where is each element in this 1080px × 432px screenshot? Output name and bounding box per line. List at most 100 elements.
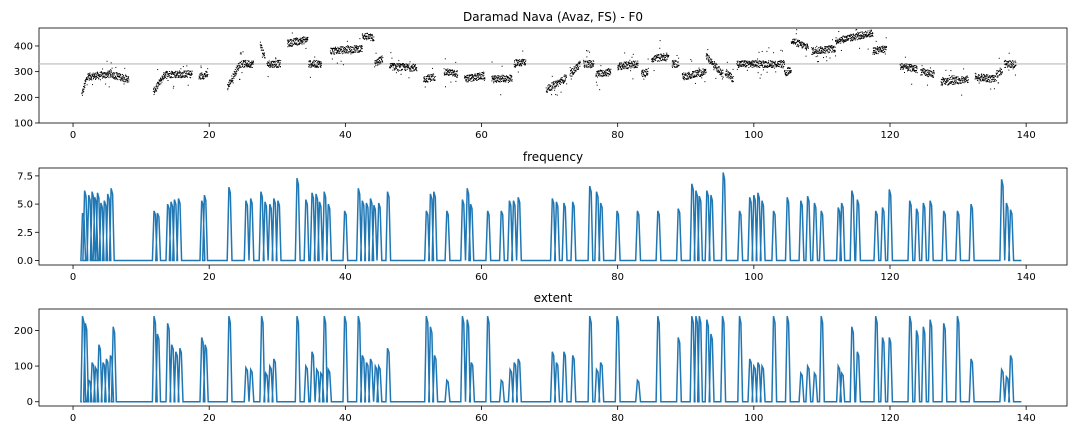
f0-point: [950, 82, 952, 84]
f0-point: [374, 60, 376, 62]
f0-point: [561, 80, 563, 82]
f0-point: [705, 69, 707, 71]
f0-point: [93, 75, 95, 77]
f0-point: [105, 72, 107, 74]
f0-point: [389, 67, 391, 69]
f0-point: [807, 46, 809, 48]
f0-point: [456, 71, 458, 73]
f0-point: [583, 59, 585, 61]
f0-point: [302, 40, 304, 42]
f0-point: [319, 65, 321, 67]
f0-point: [651, 61, 653, 63]
f0-point: [951, 75, 953, 77]
f0-point: [603, 74, 605, 76]
f0-point: [750, 62, 752, 64]
f0-point: [345, 49, 347, 51]
f0-point: [698, 69, 700, 71]
f0-point: [376, 61, 378, 63]
f0-point: [904, 56, 906, 58]
f0-point: [957, 83, 959, 85]
f0-point: [92, 78, 94, 80]
f0-point: [569, 67, 571, 69]
f0-point: [472, 75, 474, 77]
f0-point: [162, 77, 164, 79]
f0-point: [190, 73, 192, 75]
f0-point: [828, 51, 830, 53]
f0-point: [787, 67, 789, 69]
f0-point: [592, 65, 594, 67]
f0-point: [909, 65, 911, 67]
f0-point: [289, 39, 291, 41]
f0-point: [966, 75, 968, 77]
f0-point: [865, 33, 867, 35]
f0-point: [591, 63, 593, 65]
f0-point: [978, 74, 980, 76]
f0-point: [598, 73, 600, 75]
f0-point: [692, 71, 694, 73]
f0-point: [111, 70, 113, 72]
f0-point: [405, 69, 407, 71]
f0-point: [86, 78, 88, 80]
f0-point: [751, 62, 753, 64]
f0-point: [609, 70, 611, 72]
f0-point: [250, 65, 252, 67]
f0-point: [815, 47, 817, 49]
f0-point: [588, 63, 590, 65]
f0-point: [98, 78, 100, 80]
f0-point: [832, 46, 834, 48]
f0-point: [524, 64, 526, 66]
f0-point: [981, 78, 983, 80]
f0-point: [705, 53, 707, 55]
f0-point: [278, 64, 280, 66]
f0-point: [840, 40, 842, 42]
f0-point: [493, 82, 495, 84]
f0-point: [653, 58, 655, 60]
f0-point: [450, 73, 452, 75]
f0-point: [492, 76, 494, 78]
f0-point: [301, 40, 303, 42]
f0-title: Daramad Nava (Avaz, FS) - F0: [463, 10, 643, 24]
f0-point: [272, 64, 274, 66]
f0-point: [820, 47, 822, 49]
f0-point: [719, 68, 721, 70]
f0-point: [801, 47, 803, 49]
f0-point: [455, 80, 457, 82]
f0-point: [947, 84, 949, 86]
f0-point: [633, 64, 635, 66]
f0-point: [854, 39, 856, 41]
f0-point: [712, 62, 714, 64]
f0-point: [1007, 62, 1009, 64]
f0-point: [465, 79, 467, 81]
f0-point: [238, 65, 240, 67]
f0-point: [750, 61, 752, 63]
f0-point: [262, 52, 264, 54]
f0-point: [776, 64, 778, 66]
f0-point: [741, 65, 743, 67]
f0-point: [332, 53, 334, 55]
f0-point: [251, 60, 253, 62]
f0-point: [825, 56, 827, 58]
f0-point: [694, 76, 696, 78]
f0-point: [1013, 61, 1015, 63]
f0-point: [864, 34, 866, 36]
f0-point: [500, 75, 502, 77]
f0-point: [964, 77, 966, 79]
f0-point: [757, 63, 759, 65]
f0-point: [398, 66, 400, 68]
f0-point: [315, 59, 317, 61]
f0-point: [664, 55, 666, 57]
f0-point: [740, 65, 742, 67]
f0-point: [749, 61, 751, 63]
f0-point: [602, 69, 604, 71]
f0-point: [861, 37, 863, 39]
f0-point: [498, 77, 500, 79]
f0-point: [637, 63, 639, 65]
f0-point: [768, 66, 770, 68]
f0-point: [803, 46, 805, 48]
f0-point: [239, 61, 241, 63]
f0-point: [656, 55, 658, 57]
f0-point: [872, 47, 874, 49]
f0-axes-frame: [38, 27, 1068, 124]
f0-point: [502, 74, 504, 76]
f0-point: [317, 63, 319, 65]
